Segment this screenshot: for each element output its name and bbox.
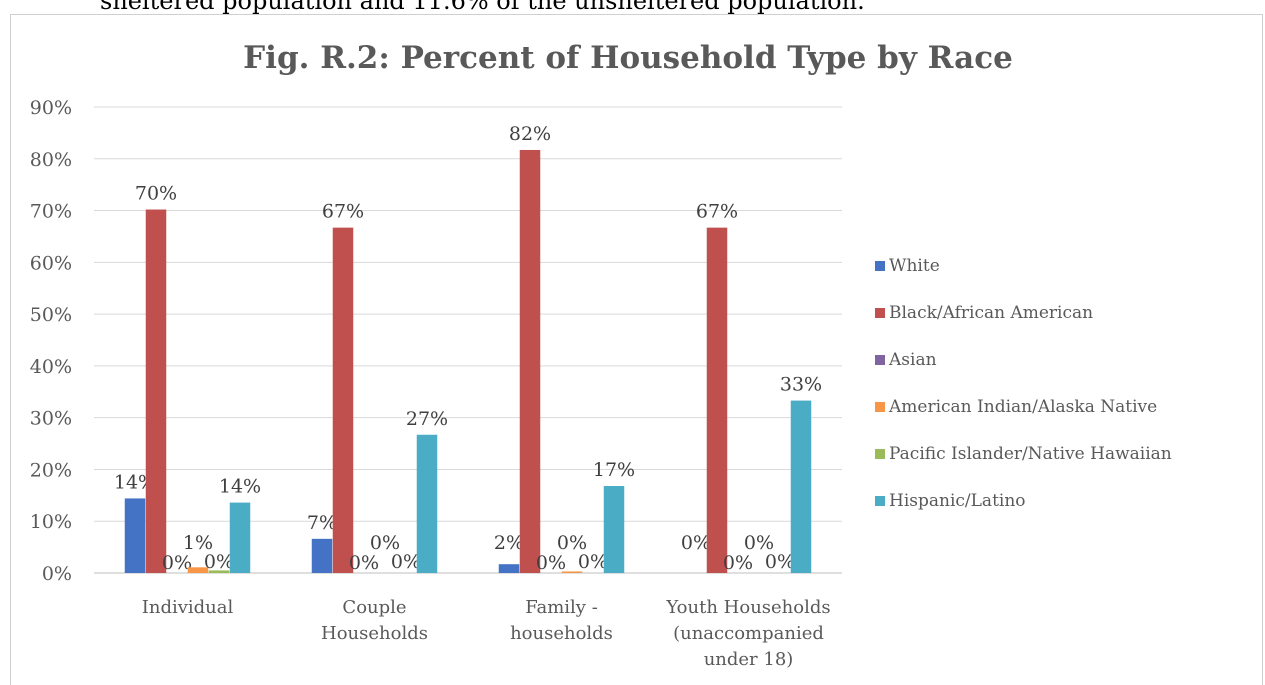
data-label: 82% <box>509 123 551 145</box>
legend-label: Black/African American <box>889 303 1093 323</box>
data-label: 0% <box>204 551 234 573</box>
chart-frame <box>10 14 1263 685</box>
data-label: 0% <box>765 551 795 573</box>
data-label: 14% <box>219 476 261 498</box>
y-tick-label: 10% <box>30 511 72 533</box>
bar <box>187 567 209 573</box>
legend-swatch <box>875 402 885 412</box>
legend-swatch <box>875 308 885 318</box>
data-label: 0% <box>557 532 587 554</box>
legend-label: American Indian/Alaska Native <box>888 397 1157 417</box>
data-label: 0% <box>744 532 774 554</box>
y-tick-label: 80% <box>30 149 72 171</box>
legend-swatch <box>875 355 885 365</box>
y-tick-label: 20% <box>30 459 72 481</box>
x-category-label: households <box>510 623 613 644</box>
data-label: 0% <box>349 552 379 574</box>
bar <box>311 538 333 573</box>
chart-title: Fig. R.2: Percent of Household Type by R… <box>243 40 1013 76</box>
data-label: 67% <box>322 201 364 223</box>
legend-label: Hispanic/Latino <box>889 491 1026 511</box>
y-tick-label: 90% <box>30 97 72 119</box>
data-label: 0% <box>391 551 421 573</box>
data-label: 0% <box>578 551 608 573</box>
x-category-label: under 18) <box>704 649 794 670</box>
data-label: 33% <box>780 374 822 396</box>
legend-swatch <box>875 449 885 459</box>
context-text: sheltered population and 11.6% of the un… <box>100 0 865 15</box>
legend-label: Pacific Islander/Native Hawaiian <box>889 444 1172 464</box>
y-tick-label: 50% <box>30 304 72 326</box>
bar <box>706 227 728 574</box>
data-label: 14% <box>114 471 156 493</box>
x-category-label: Family - <box>525 597 598 618</box>
data-label: 27% <box>406 408 448 430</box>
bar <box>498 564 520 573</box>
bar <box>790 400 812 573</box>
bar <box>332 227 354 574</box>
legend-label: White <box>889 256 940 276</box>
legend-label: Asian <box>888 350 937 370</box>
bar <box>124 498 146 573</box>
data-label: 70% <box>135 183 177 205</box>
data-label: 17% <box>593 459 635 481</box>
bar <box>208 570 230 573</box>
bar <box>416 434 438 573</box>
data-label: 1% <box>183 532 213 554</box>
y-tick-label: 30% <box>30 408 72 430</box>
bar <box>561 571 583 573</box>
data-label: 2% <box>494 532 524 554</box>
x-category-label: Youth Households <box>665 597 830 618</box>
data-label: 0% <box>681 532 711 554</box>
y-tick-label: 70% <box>30 201 72 223</box>
y-tick-label: 0% <box>42 563 72 585</box>
y-tick-label: 60% <box>30 252 72 274</box>
bar <box>145 209 167 573</box>
data-label: 67% <box>696 201 738 223</box>
legend-swatch <box>875 261 885 271</box>
bar <box>603 486 625 573</box>
y-tick-label: 40% <box>30 356 72 378</box>
x-category-label: Individual <box>142 597 234 618</box>
data-label: 0% <box>723 552 753 574</box>
x-category-label: (unaccompanied <box>673 623 824 644</box>
data-label: 7% <box>307 512 337 534</box>
bar <box>229 502 251 573</box>
legend-swatch <box>875 496 885 506</box>
data-label: 0% <box>162 552 192 574</box>
data-label: 0% <box>370 532 400 554</box>
bar <box>519 149 541 573</box>
data-label: 0% <box>536 552 566 574</box>
x-category-label: Households <box>321 623 428 644</box>
x-category-label: Couple <box>342 597 406 618</box>
